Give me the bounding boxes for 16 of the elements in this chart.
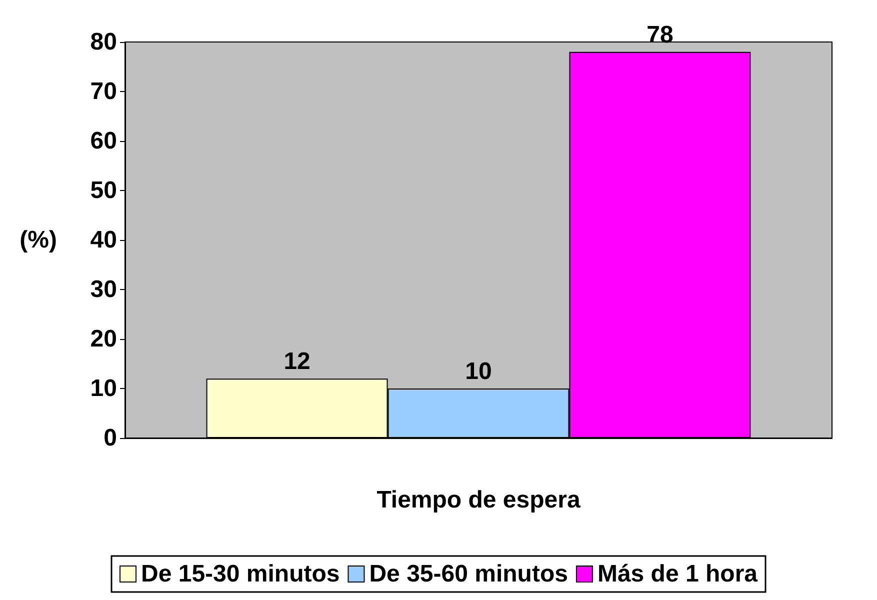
y-tick-label: 30 <box>90 276 117 303</box>
data-label: 10 <box>465 358 492 385</box>
y-tick-label: 80 <box>90 28 117 56</box>
y-tick-label: 20 <box>90 326 117 352</box>
data-label: 12 <box>284 348 310 376</box>
legend-label: De 35-60 minutos <box>369 560 568 588</box>
y-tick-label: 50 <box>90 177 117 204</box>
legend-label: De 15-30 minutos <box>140 560 340 588</box>
x-axis-title: Tiempo de espera <box>376 486 581 514</box>
y-tick-label: 70 <box>90 78 117 105</box>
y-tick-label: 60 <box>90 128 117 154</box>
y-tick-label: 0 <box>104 424 117 452</box>
legend-label: Más de 1 hora <box>597 560 758 588</box>
y-tick-label: 40 <box>90 226 117 254</box>
y-tick-label: 10 <box>90 375 117 402</box>
y-axis-title: (%) <box>20 226 57 254</box>
